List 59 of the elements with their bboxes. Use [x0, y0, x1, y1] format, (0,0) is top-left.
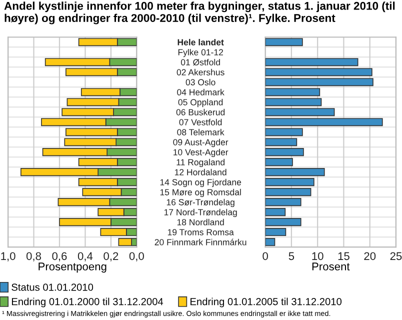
y-tick-label: 01 Østfold: [180, 58, 220, 66]
y-tick-label: 02 Akershus: [176, 68, 224, 76]
legend-label: Status 01.01.2010: [12, 284, 94, 291]
bar: [265, 78, 374, 86]
y-tick-label: 16 Sør-Trøndelag: [166, 198, 234, 208]
bar: [265, 168, 325, 176]
bar: [265, 238, 276, 246]
x-tick-label: 0,0: [129, 252, 144, 262]
y-tick-label: 18 Nordland: [177, 218, 224, 226]
x-tick-label: 0,8: [26, 252, 42, 262]
x-tick-label: 0,2: [104, 252, 118, 262]
bar: [265, 178, 314, 186]
bar: [265, 58, 358, 66]
legend-label: Endring 01.01.2000 til 31.12.2004: [12, 298, 164, 308]
x-axis-title: Prosentpoeng: [38, 262, 106, 273]
y-tick-label: 19 Troms Romsa: [168, 229, 234, 236]
y-tick-label: 08 Telemark: [177, 128, 224, 136]
bar: [265, 138, 298, 146]
bar: [265, 88, 320, 96]
y-tick-label: 04 Hedmark: [177, 88, 224, 96]
bar: [265, 68, 372, 76]
y-tick-label: 20 Finnmark Finnmárku: [154, 238, 246, 246]
bar: [265, 118, 383, 126]
y-tick-label: 11 Rogaland: [176, 158, 224, 168]
bar: [265, 98, 322, 106]
x-tick-label: 15: [338, 252, 350, 260]
y-tick-label: 12 Hordaland: [174, 168, 226, 176]
bar: [265, 148, 304, 156]
y-tick-label: 07 Vestfold: [179, 118, 222, 126]
bar: [265, 218, 302, 226]
bar: [265, 208, 286, 216]
x-tick-label: 0,6: [52, 252, 67, 262]
y-tick-label: Hele landet: [178, 38, 224, 46]
x-tick-label: 0,4: [78, 252, 93, 262]
y-tick-label: 14 Sogn og Fjordane: [160, 178, 242, 188]
bar: [265, 158, 293, 166]
bar: [265, 128, 303, 136]
y-tick-label: 15 Møre og Romsdal: [160, 188, 241, 198]
y-tick-label: Fylke 01-12: [178, 48, 223, 58]
x-tick-label: 0: [262, 252, 268, 260]
x-tick-label: 25: [390, 252, 402, 260]
x-tick-label: 5: [288, 252, 294, 260]
bar: [265, 188, 312, 196]
y-tick-label: 09 Aust-Agder: [173, 138, 228, 148]
x-tick-label: 1,0: [1, 252, 16, 262]
y-tick-label: 05 Oppland: [178, 98, 223, 108]
y-tick-label: 06 Buskerud: [176, 108, 225, 116]
text: Andel kystlinje innenfor 100 meter fra bygninger, status 1. januar 2010 (til høyre) og endringer fra 2000-2010 (til venstre)¹. Fylke. Prosent: [4, 2, 395, 24]
y-tick-label: 17 Nord-Trøndelag: [164, 208, 237, 218]
x-axis-title: Prosent: [312, 262, 350, 270]
bar: [265, 228, 286, 236]
legend-label: Endring 01.01.2005 til 31.12.2010: [190, 298, 342, 308]
x-tick-label: 10: [312, 252, 324, 260]
y-tick-label: 03 Oslo: [186, 78, 216, 86]
bar: [265, 38, 303, 46]
bar: [265, 198, 302, 206]
bar: [265, 108, 335, 116]
x-tick-label: 20: [364, 252, 376, 260]
y-tick-label: 10 Vest-Agder: [174, 148, 228, 158]
